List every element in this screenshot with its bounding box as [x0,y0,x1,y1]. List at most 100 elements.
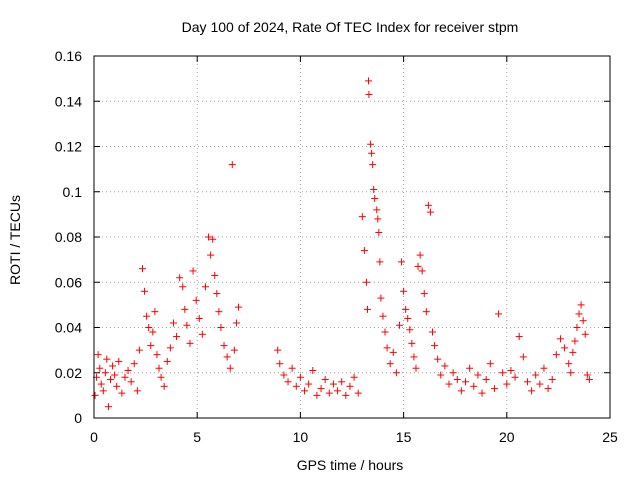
roti-point-103 [395,321,403,329]
roti-point-99 [383,344,391,352]
roti-point-18 [130,360,138,368]
roti-point-148 [544,385,552,393]
roti-point-98 [381,328,389,336]
x-tick-label-0: 0 [90,429,98,445]
roti-point-94 [375,228,383,236]
roti-point-95 [376,258,384,266]
roti-point-104 [398,258,406,266]
roti-point-12 [113,382,121,390]
x-tick-label-1: 5 [193,429,201,445]
roti-point-17 [127,378,135,386]
roti-point-74 [329,380,337,388]
roti-point-113 [416,251,424,259]
roti-point-106 [402,305,410,313]
roti-point-87 [367,140,375,148]
roti-point-129 [466,364,474,372]
y-tick-label-0: 0 [74,410,82,426]
y-tick-label-4: 0.08 [55,229,82,245]
roti-point-122 [437,371,445,379]
roti-point-139 [507,366,515,374]
roti-point-73 [325,389,333,397]
roti-point-37 [179,283,187,291]
roti-point-50 [213,290,221,298]
roti-point-163 [585,376,593,384]
roti-point-22 [141,287,149,295]
roti-point-70 [313,391,321,399]
x-tick-label-4: 20 [499,429,515,445]
roti-point-46 [205,233,213,241]
roti-point-3 [96,364,104,372]
roti-point-36 [176,274,184,282]
y-axis-label: ROTI / TECUs [7,195,23,285]
roti-point-81 [358,213,366,221]
roti-point-6 [101,369,109,377]
roti-point-59 [234,303,242,311]
roti-point-14 [118,389,126,397]
y-tick-label-3: 0.06 [55,274,82,290]
roti-point-91 [371,195,379,203]
roti-point-114 [418,267,426,275]
roti-point-42 [192,296,200,304]
roti-point-138 [503,380,511,388]
roti-point-41 [189,267,197,275]
ticks-layer: 0 5 10 15 20 25 0 0.02 0.04 0.06 0.08 0.1 0.12 0.14 0.… [55,48,618,445]
roti-point-53 [220,342,228,350]
roti-point-66 [296,373,304,381]
roti-point-161 [581,330,589,338]
roti-point-136 [495,310,503,318]
roti-point-57 [230,346,238,354]
y-tick-label-8: 0.16 [55,48,82,64]
roti-point-135 [490,385,498,393]
roti-point-137 [499,369,507,377]
roti-point-93 [374,215,382,223]
roti-point-19 [133,387,141,395]
roti-point-68 [305,380,313,388]
roti-point-96 [377,294,385,302]
roti-point-47 [207,251,215,259]
roti-point-52 [217,324,225,331]
roti-point-109 [408,339,416,347]
roti-point-116 [422,308,430,316]
roti-point-117 [424,201,432,209]
roti-point-49 [211,271,219,279]
roti-point-149 [548,376,556,384]
roti-point-58 [232,319,240,327]
roti-point-120 [431,342,439,350]
roti-point-144 [528,387,536,395]
roti-point-125 [449,369,457,377]
roti-point-26 [149,328,157,336]
roti-point-126 [453,376,461,384]
roti-point-56 [228,161,236,169]
roti-point-72 [321,376,329,384]
x-axis-label: GPS time / hours [297,457,404,473]
roti-point-75 [334,387,342,395]
roti-point-130 [470,382,478,390]
roti-point-38 [181,305,189,313]
y-tick-label-1: 0.02 [55,365,82,381]
roti-point-51 [215,308,223,316]
roti-point-119 [428,328,436,336]
roti-point-111 [412,364,420,372]
roti-point-34 [169,319,177,327]
roti-point-28 [153,351,161,359]
roti-point-25 [147,342,155,350]
roti-point-88 [368,149,376,157]
roti-point-27 [151,308,159,316]
roti-point-115 [420,290,428,298]
roti-point-110 [410,353,418,361]
roti-point-89 [369,161,377,169]
roti-point-157 [573,324,581,331]
roti-point-20 [135,346,143,354]
roti-point-147 [540,364,548,372]
roti-point-124 [445,380,453,388]
roti-point-127 [457,387,465,395]
points-layer [91,77,593,411]
roti-point-145 [532,371,540,379]
roti-point-86 [365,90,373,98]
roti-point-150 [552,351,560,359]
roti-point-143 [523,378,531,386]
roti-point-76 [338,378,346,386]
x-tick-label-2: 10 [293,429,309,445]
y-tick-label-7: 0.14 [55,93,82,109]
